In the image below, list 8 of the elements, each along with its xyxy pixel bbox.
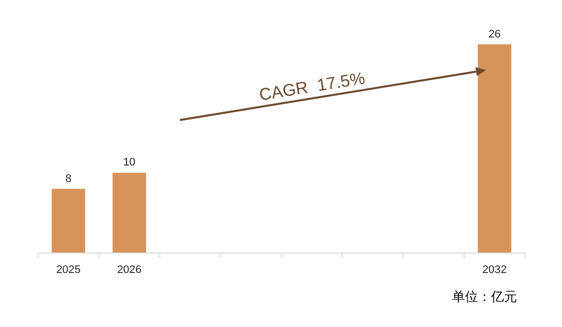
x-tick-label: 2032 (482, 264, 507, 276)
text: 单位：亿元 (452, 289, 517, 304)
data-label: 26 (488, 28, 501, 40)
x-tick-label: 2025 (56, 264, 81, 276)
annotation: CAGR 17.5% (258, 68, 366, 105)
data-label: 10 (123, 156, 136, 169)
data-label: 8 (65, 172, 72, 185)
x-tick-label: 2026 (117, 264, 142, 276)
